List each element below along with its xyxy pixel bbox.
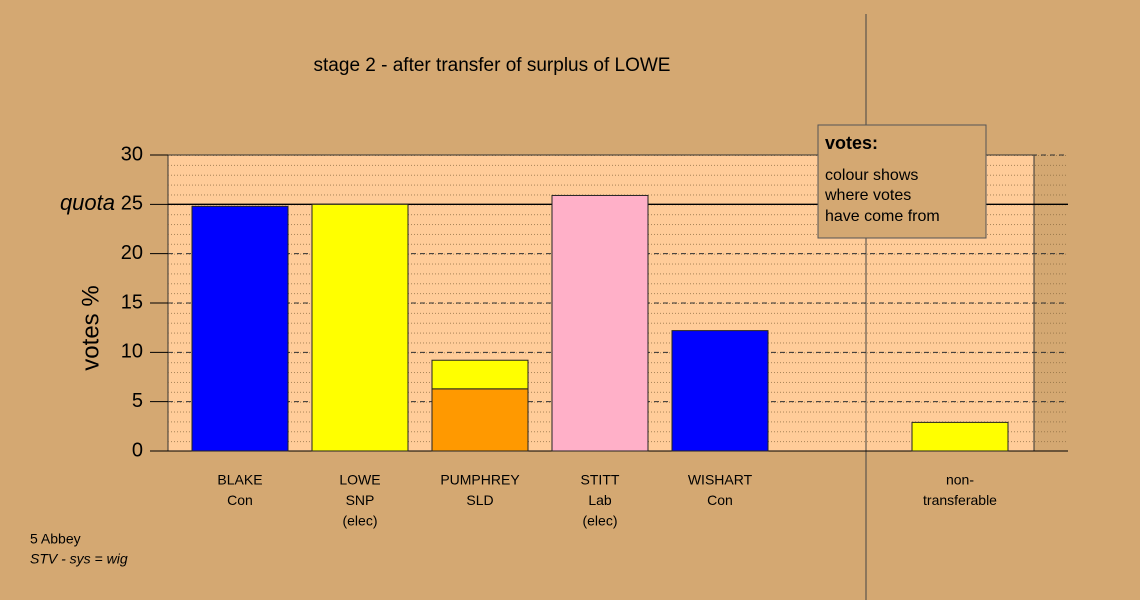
bar-segment bbox=[431, 359, 529, 390]
x-tick-label: SLD bbox=[466, 492, 493, 508]
y-tick-label: 25 bbox=[121, 193, 143, 215]
footer-text: STV - sys = wig bbox=[30, 551, 128, 567]
x-tick-label: LOWE bbox=[339, 472, 380, 488]
x-tick-label: (elec) bbox=[342, 513, 377, 529]
x-tick-label: transferable bbox=[923, 492, 997, 508]
bar-segment bbox=[911, 421, 1009, 452]
x-tick-label: (elec) bbox=[582, 513, 617, 529]
bar-segment bbox=[431, 388, 529, 452]
bar-segment bbox=[671, 330, 769, 452]
bar-segment bbox=[311, 203, 409, 452]
y-tick-label: 15 bbox=[121, 291, 143, 313]
y-tick-label: 20 bbox=[121, 242, 143, 264]
quota-label: quota bbox=[60, 190, 115, 215]
x-tick-label: WISHART bbox=[688, 472, 753, 488]
x-tick-label: non- bbox=[946, 472, 974, 488]
legend-text: have come from bbox=[825, 208, 940, 225]
y-axis-label: votes % bbox=[77, 285, 104, 370]
bar-segment bbox=[551, 194, 649, 452]
legend-box bbox=[817, 124, 987, 239]
y-tick-label: 0 bbox=[132, 439, 143, 461]
x-tick-label: Lab bbox=[588, 492, 612, 508]
x-tick-label: BLAKE bbox=[217, 472, 262, 488]
legend-text: where votes bbox=[824, 187, 911, 204]
x-tick-label: PUMPHREY bbox=[440, 472, 520, 488]
x-tick-label: Con bbox=[227, 492, 253, 508]
footer-text: 5 Abbey bbox=[30, 531, 81, 547]
y-tick-label: 5 bbox=[132, 390, 143, 412]
x-tick-label: SNP bbox=[346, 492, 375, 508]
x-tick-label: STITT bbox=[581, 472, 620, 488]
x-tick-label: Con bbox=[707, 492, 733, 508]
y-tick-label: 30 bbox=[121, 143, 143, 165]
legend-title: votes: bbox=[825, 133, 878, 153]
y-tick-label: 10 bbox=[121, 341, 143, 363]
bar-segment bbox=[191, 205, 289, 452]
legend-text: colour shows bbox=[825, 167, 918, 184]
chart-title: stage 2 - after transfer of surplus of L… bbox=[314, 55, 671, 76]
